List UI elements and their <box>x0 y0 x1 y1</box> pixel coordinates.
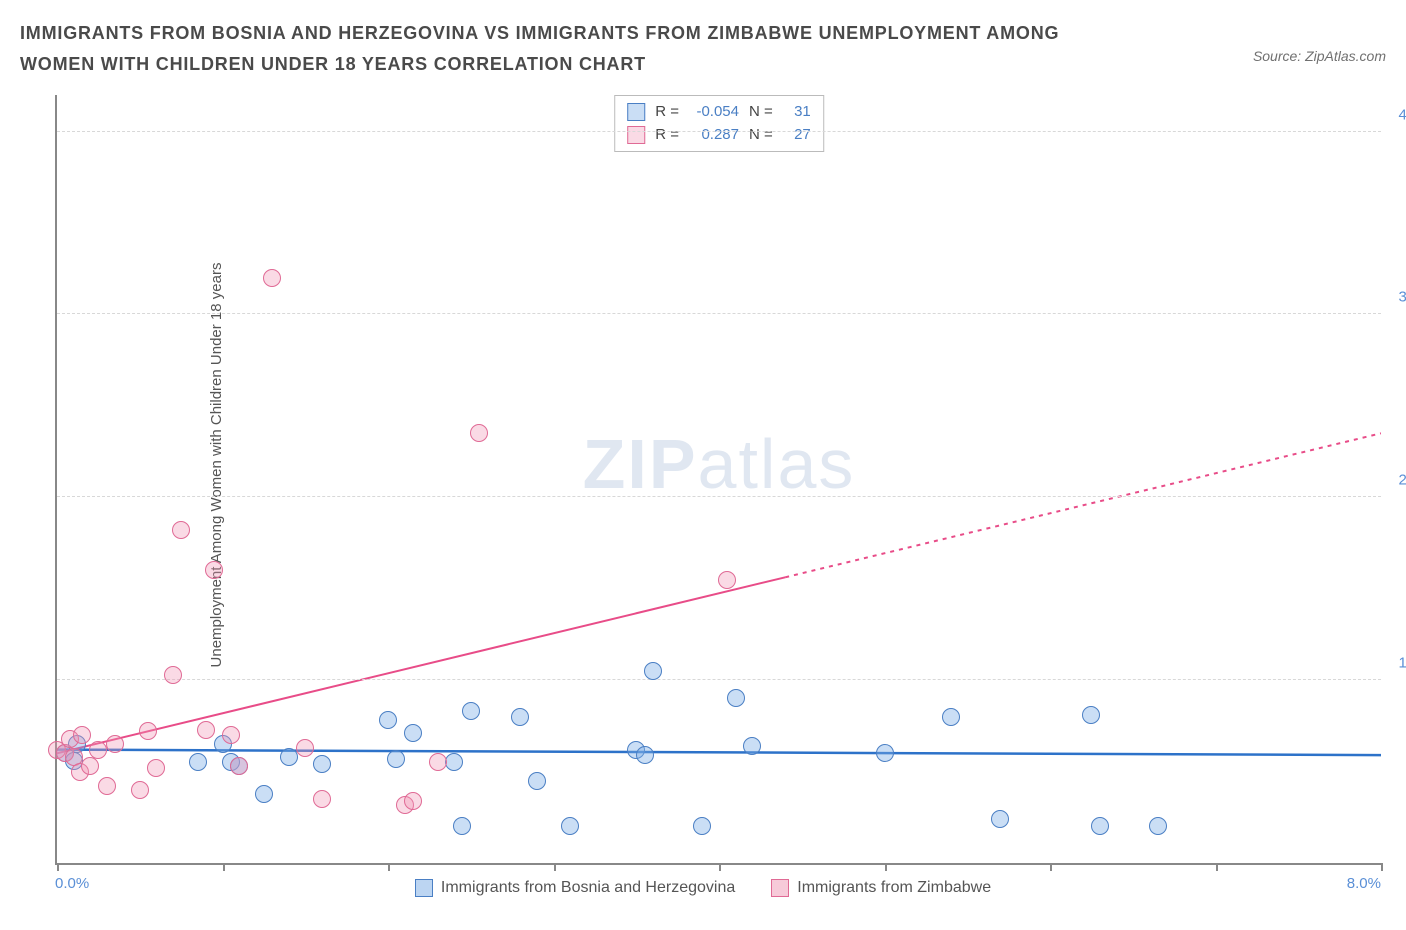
gridline <box>57 679 1381 680</box>
x-tick <box>1216 863 1218 871</box>
scatter-point <box>636 746 654 764</box>
scatter-point <box>106 735 124 753</box>
watermark-bold: ZIP <box>583 425 698 503</box>
scatter-point <box>189 753 207 771</box>
x-tick <box>1381 863 1383 871</box>
scatter-point <box>727 689 745 707</box>
scatter-point <box>197 721 215 739</box>
scatter-point <box>511 708 529 726</box>
legend-swatch <box>771 879 789 897</box>
y-tick-label: 10.0% <box>1386 655 1406 672</box>
scatter-point <box>453 817 471 835</box>
scatter-point <box>942 708 960 726</box>
legend-n-label: N = <box>749 101 773 124</box>
scatter-point <box>404 792 422 810</box>
watermark-light: atlas <box>698 425 856 503</box>
scatter-point <box>1082 706 1100 724</box>
scatter-point <box>387 750 405 768</box>
scatter-point <box>98 777 116 795</box>
scatter-point <box>743 737 761 755</box>
legend-stat-row: R = 0.287 N = 27 <box>627 124 811 147</box>
scatter-point <box>230 757 248 775</box>
scatter-point <box>313 790 331 808</box>
legend-swatch <box>627 103 645 121</box>
gridline <box>57 496 1381 497</box>
bottom-legend-item: Immigrants from Zimbabwe <box>771 879 991 897</box>
y-tick-label: 30.0% <box>1386 289 1406 306</box>
bottom-legend-label: Immigrants from Zimbabwe <box>797 879 991 897</box>
y-tick-label: 20.0% <box>1386 472 1406 489</box>
legend-n-label: N = <box>749 124 773 147</box>
scatter-point <box>89 741 107 759</box>
x-tick <box>57 863 59 871</box>
x-tick <box>719 863 721 871</box>
scatter-point <box>379 711 397 729</box>
legend-r-label: R = <box>655 101 679 124</box>
legend-stat-row: R = -0.054 N = 31 <box>627 101 811 124</box>
x-axis-min-label: 0.0% <box>55 875 89 892</box>
legend-r-value: -0.054 <box>689 101 739 124</box>
legend-swatch <box>627 126 645 144</box>
scatter-point <box>429 753 447 771</box>
x-tick <box>554 863 556 871</box>
scatter-point <box>445 753 463 771</box>
source-label: Source: ZipAtlas.com <box>1253 18 1386 64</box>
legend-n-value: 27 <box>783 124 811 147</box>
scatter-point <box>255 785 273 803</box>
scatter-point <box>263 269 281 287</box>
chart-area: ZIPatlas R =-0.054N =31R =0.287N =27 10.… <box>55 95 1381 865</box>
scatter-point <box>991 810 1009 828</box>
scatter-point <box>528 772 546 790</box>
legend-n-value: 31 <box>783 101 811 124</box>
gridline <box>57 131 1381 132</box>
scatter-point <box>313 755 331 773</box>
scatter-point <box>296 739 314 757</box>
scatter-point <box>462 702 480 720</box>
bottom-legend-label: Immigrants from Bosnia and Herzegovina <box>441 879 735 897</box>
scatter-point <box>147 759 165 777</box>
legend-swatch <box>415 879 433 897</box>
scatter-point <box>222 726 240 744</box>
bottom-legend: Immigrants from Bosnia and Herzegovina Im… <box>0 879 1406 902</box>
scatter-point <box>470 424 488 442</box>
scatter-point <box>73 726 91 744</box>
scatter-point <box>81 757 99 775</box>
scatter-point <box>1091 817 1109 835</box>
scatter-point <box>644 662 662 680</box>
scatter-point <box>876 744 894 762</box>
x-tick <box>388 863 390 871</box>
scatter-point <box>172 521 190 539</box>
scatter-point <box>139 722 157 740</box>
trend-lines <box>57 95 1381 863</box>
scatter-point <box>693 817 711 835</box>
chart-title: IMMIGRANTS FROM BOSNIA AND HERZEGOVINA V… <box>20 18 1120 79</box>
scatter-point <box>164 666 182 684</box>
watermark: ZIPatlas <box>583 424 856 504</box>
x-tick <box>885 863 887 871</box>
scatter-point <box>561 817 579 835</box>
scatter-point <box>1149 817 1167 835</box>
scatter-point <box>280 748 298 766</box>
legend-stats-box: R = -0.054 N = 31 R = 0.287 N = 27 <box>614 95 824 152</box>
x-axis-max-label: 8.0% <box>1347 875 1381 892</box>
x-tick <box>223 863 225 871</box>
legend-r-value: 0.287 <box>689 124 739 147</box>
scatter-point <box>404 724 422 742</box>
legend-r-label: R = <box>655 124 679 147</box>
y-tick-label: 40.0% <box>1386 106 1406 123</box>
scatter-point <box>205 561 223 579</box>
scatter-point <box>131 781 149 799</box>
bottom-legend-item: Immigrants from Bosnia and Herzegovina <box>415 879 735 897</box>
scatter-point <box>718 571 736 589</box>
gridline <box>57 313 1381 314</box>
x-tick <box>1050 863 1052 871</box>
